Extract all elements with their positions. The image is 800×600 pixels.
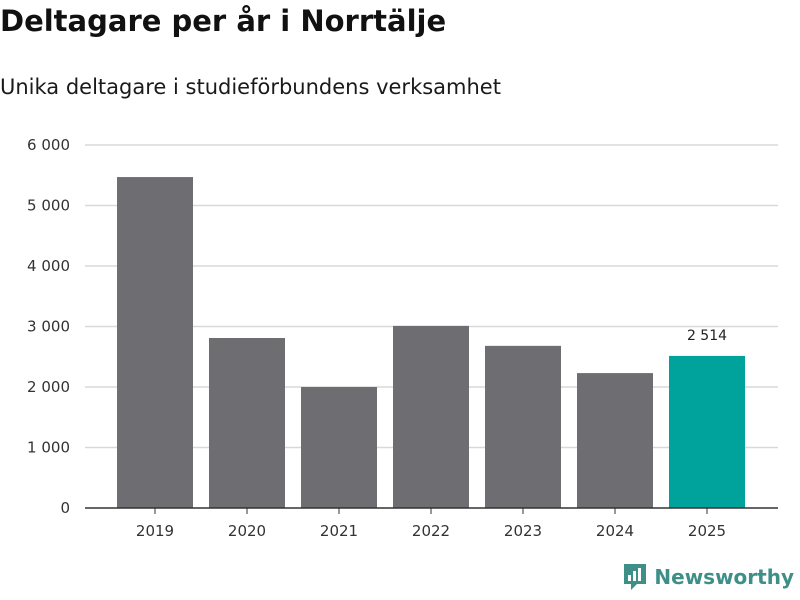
brand-logo: Newsworthy [622,562,794,592]
chart-title: Deltagare per år i Norrtälje [0,4,447,38]
x-tick-label: 2021 [320,522,358,540]
axes [85,507,778,514]
brand-name: Newsworthy [654,565,794,589]
y-tick-label: 5 000 [27,197,70,215]
x-tick-label: 2023 [504,522,542,540]
bar-2021 [301,387,377,508]
x-tick-label: 2022 [412,522,450,540]
x-tick-label: 2025 [688,522,726,540]
bar-2020 [209,337,285,508]
y-tick-label: 1 000 [27,439,70,457]
y-tick-label: 2 000 [27,378,70,396]
y-tick-label: 3 000 [27,318,70,336]
bar-data-label: 2 514 [687,328,727,344]
bars [117,177,745,508]
x-tick-label: 2019 [136,522,174,540]
y-tick-label: 6 000 [27,136,70,154]
y-tick-label: 0 [60,499,70,517]
bar-2024 [577,373,653,508]
labels: 0 1 000 2 000 3 000 4 000 5 000 6 000 2019 2020 2… [27,136,727,540]
x-tick-label: 2020 [228,522,266,540]
bar-2023 [485,345,561,508]
x-tick-label: 2024 [596,522,634,540]
newsworthy-logo-icon [624,564,647,590]
chart-subtitle: Unika deltagare i studieförbundens verks… [0,75,501,99]
bar-2025 [669,355,745,508]
bar-2019 [117,177,193,508]
bar-2022 [393,325,469,508]
y-tick-label: 4 000 [27,257,70,275]
